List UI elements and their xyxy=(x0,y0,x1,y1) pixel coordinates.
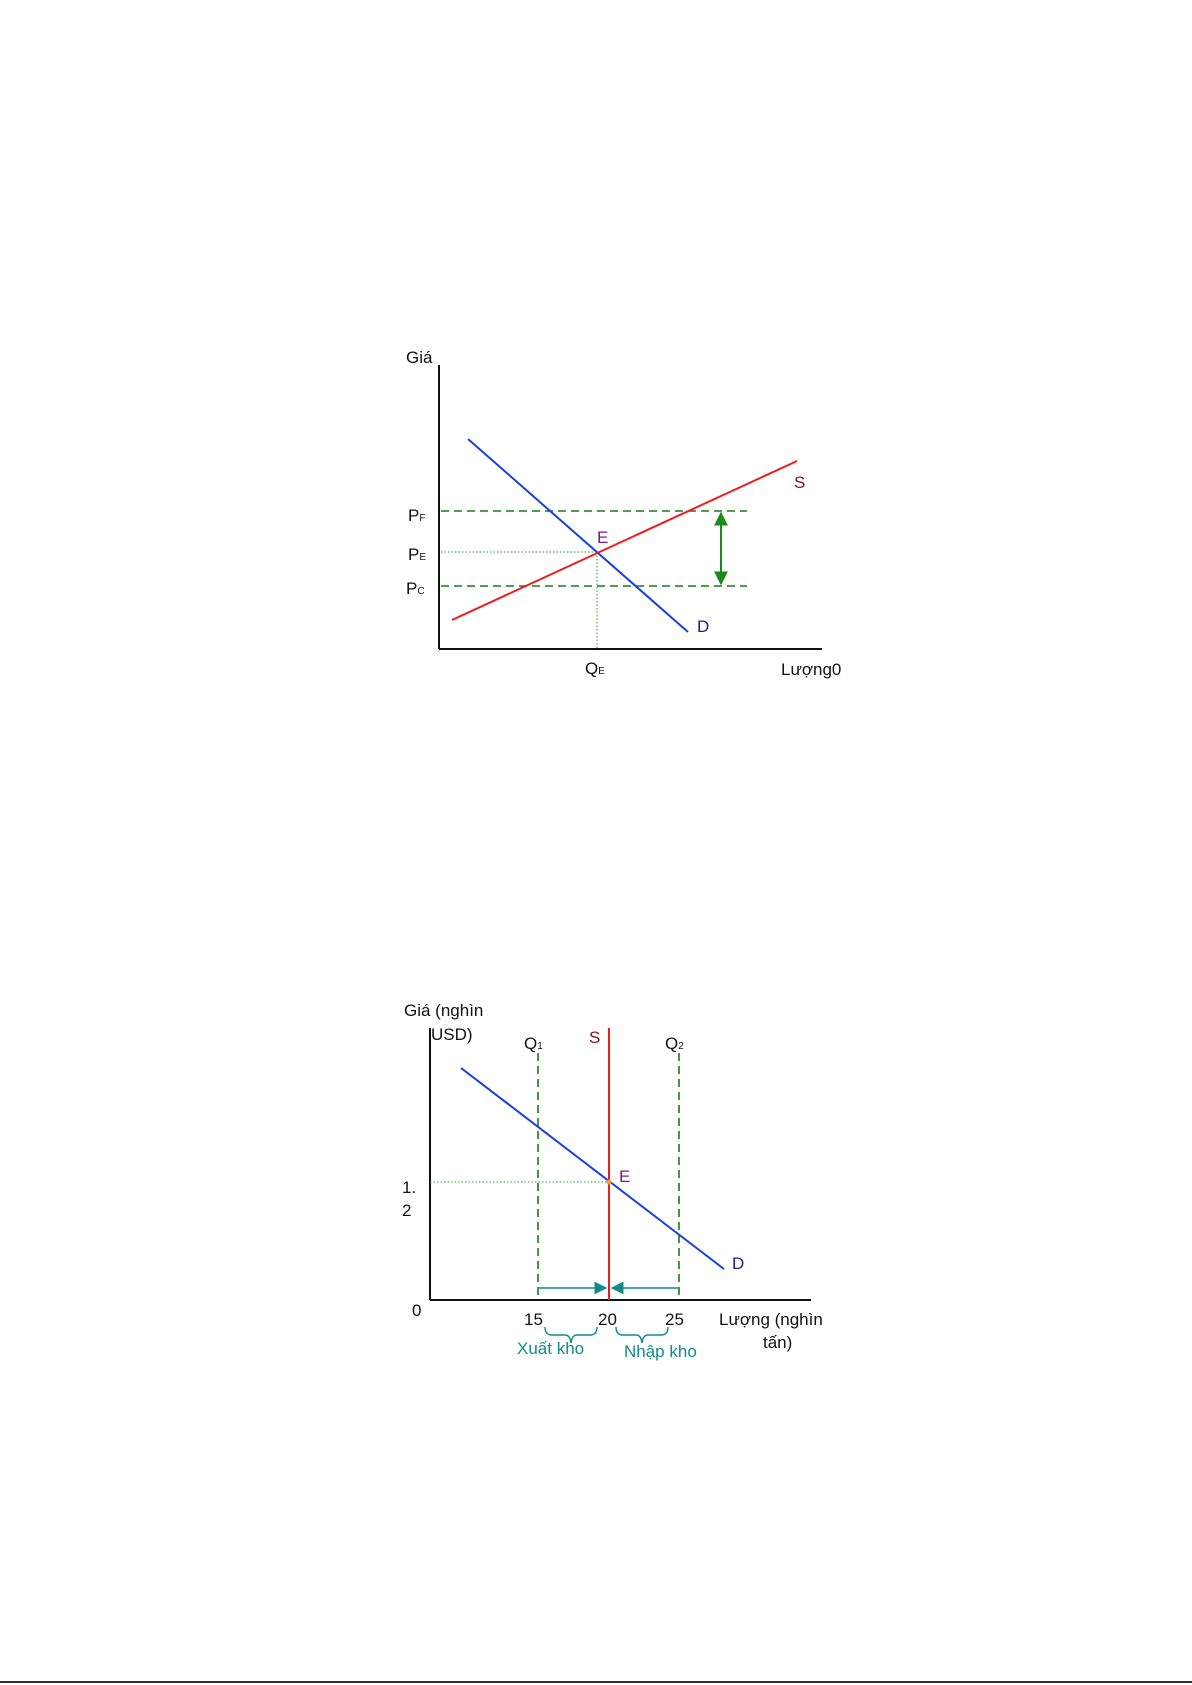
page-bottom-rule xyxy=(0,1681,1192,1683)
d2-x-tick-20: 20 xyxy=(598,1310,617,1329)
d2-stock-brace xyxy=(615,1326,669,1344)
d1-x-axis-label: Lượng0 xyxy=(781,660,841,679)
d2-x-tick-25: 25 xyxy=(665,1310,684,1329)
d2-stock-label: Nhập kho xyxy=(624,1342,697,1361)
d2-x-axis-label-line1: Lượng (nghìn xyxy=(719,1310,823,1329)
d2-x-tick-15: 15 xyxy=(524,1310,543,1329)
d2-release-label: Xuất kho xyxy=(517,1339,584,1358)
d2-origin-label: 0 xyxy=(412,1301,421,1320)
diagram-2: Giá (nghìn USD) Lượng (nghìn tấn) 0 S D … xyxy=(402,1001,823,1361)
d1-y-axis-label: Giá xyxy=(406,348,433,367)
diagram-1: Giá Lượng0 S D E PF PE PC QE xyxy=(406,348,841,679)
d2-equilibrium-point xyxy=(606,1179,612,1185)
d1-origin-label: 0 xyxy=(832,660,841,679)
d1-price-floor-label: PF xyxy=(408,506,425,525)
d1-supply-curve xyxy=(451,460,798,621)
d2-y-axis-label-line2: USD) xyxy=(431,1025,473,1044)
d2-y-axis-label-line1: Giá (nghìn xyxy=(404,1001,483,1020)
d2-x-axis-label-line2: tấn) xyxy=(763,1333,792,1352)
d1-equilibrium-label: E xyxy=(597,528,608,547)
d2-release-brace xyxy=(544,1326,598,1344)
d1-supply-label: S xyxy=(794,473,805,492)
d1-demand-curve xyxy=(467,438,689,633)
d2-demand-curve xyxy=(460,1067,725,1270)
d2-price-value-line2: 2 xyxy=(402,1201,411,1220)
d2-q2-label: Q2 xyxy=(665,1034,684,1053)
d1-demand-label: D xyxy=(697,617,709,636)
d1-price-ceiling-label: PC xyxy=(406,579,425,598)
d2-price-value-line1: 1. xyxy=(402,1178,416,1197)
d2-supply-label: S xyxy=(589,1028,600,1047)
d1-price-eq-label: PE xyxy=(408,545,426,564)
d2-demand-label: D xyxy=(732,1254,744,1273)
d1-quantity-eq-label: QE xyxy=(585,659,605,678)
d2-equilibrium-label: E xyxy=(619,1167,630,1186)
d2-q1-label: Q1 xyxy=(524,1034,543,1053)
